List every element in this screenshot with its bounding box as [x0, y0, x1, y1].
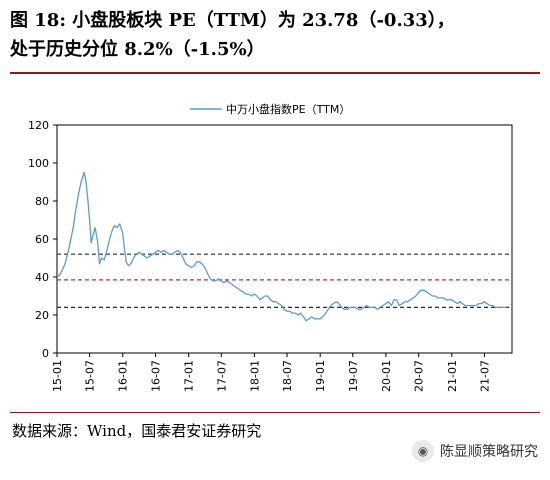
watermark: ◉ 陈显顺策略研究 [412, 440, 538, 462]
watermark-text: 陈显顺策略研究 [440, 444, 538, 460]
x-tick-label: 21-01 [446, 360, 459, 392]
pe-line-chart: 中万小盘指数PE（TTM） 0 20 40 60 80 100 120 15-01 15-07 1… [28, 102, 513, 392]
legend-label: 中万小盘指数PE（TTM） [226, 102, 350, 116]
y-tick-label: 20 [35, 309, 49, 322]
y-tick-label: 40 [35, 271, 49, 284]
y-tick-label: 120 [28, 119, 49, 132]
source-note: 数据来源：Wind，国泰君安证券研究 [12, 422, 262, 440]
legend: 中万小盘指数PE（TTM） [190, 102, 350, 116]
series-line [56, 171, 507, 322]
x-tick-label: 20-07 [413, 360, 426, 392]
y-tick-label: 60 [35, 233, 49, 246]
x-tick-label: 18-01 [248, 360, 261, 392]
chart-title: 图 18: 小盘股板块 PE（TTM）为 23.78（-0.33）， 处于历史分… [10, 6, 540, 64]
plot-frame [56, 124, 513, 354]
y-tick-label: 0 [42, 347, 49, 360]
title-line-1: 图 18: 小盘股板块 PE（TTM）为 23.78（-0.33）， [10, 10, 455, 31]
x-tick-label: 19-07 [347, 360, 360, 392]
y-tick-label: 100 [28, 157, 49, 170]
y-tick-label: 80 [35, 195, 49, 208]
x-tick-label: 15-01 [51, 360, 64, 392]
wechat-icon: ◉ [412, 440, 434, 462]
x-tick-label: 17-01 [183, 360, 196, 392]
plot-area: 0 20 40 60 80 100 120 15-01 15-07 16-01 16-07 17-01… [28, 119, 513, 392]
x-tick-label: 16-07 [150, 360, 163, 392]
x-tick-label: 18-07 [281, 360, 294, 392]
x-tick-label: 21-07 [478, 360, 491, 392]
x-tick-label: 16-01 [117, 360, 130, 392]
x-tick-label: 15-07 [84, 360, 97, 392]
title-divider [10, 72, 540, 74]
x-tick-label: 17-07 [215, 360, 228, 392]
x-tick-label: 19-01 [314, 360, 327, 392]
footer-divider [10, 412, 540, 413]
title-line-2: 处于历史分位 8.2%（-1.5%） [10, 39, 265, 60]
x-tick-label: 20-01 [380, 360, 393, 392]
